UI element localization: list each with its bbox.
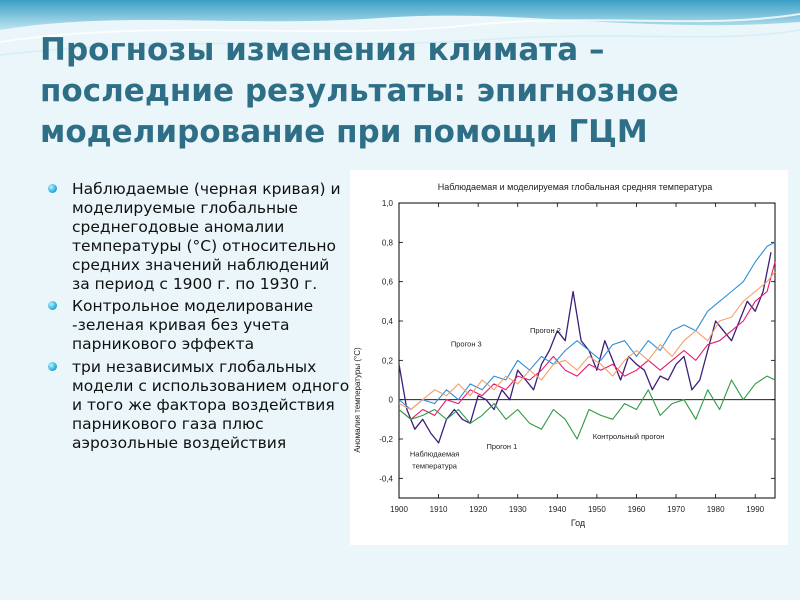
- series-line: [398, 241, 776, 411]
- y-tick-label: -0,4: [379, 474, 393, 483]
- chart-annotation: температура: [412, 462, 457, 471]
- y-tick-label: 0: [389, 396, 394, 405]
- x-tick-label: 1920: [469, 505, 487, 514]
- y-tick-label: 0,8: [382, 238, 394, 247]
- chart-annotation: Наблюдаемая: [410, 450, 460, 459]
- x-tick-label: 1930: [509, 505, 527, 514]
- y-tick-label: 0,4: [382, 317, 394, 326]
- bullet-dot-icon: [48, 184, 57, 193]
- x-tick-label: 1900: [390, 505, 408, 514]
- x-tick-label: 1960: [628, 505, 646, 514]
- y-axis-label: Аномалия температуры (°С): [353, 347, 362, 453]
- x-axis-label: Год: [571, 518, 586, 528]
- chart-annotation: Прогон 1: [486, 442, 517, 451]
- bullet-text: Контрольное моделирование -зеленая крива…: [72, 297, 314, 354]
- bullet-item: Наблюдаемые (черная кривая) и моделируем…: [48, 180, 352, 293]
- series-line: [398, 261, 776, 420]
- slide-title-line: моделирование при помощи ГЦМ: [40, 114, 648, 150]
- bullet-text: три независимых глобальных модели с испо…: [72, 358, 350, 452]
- temperature-chart: Наблюдаемая и моделируемая глобальная ср…: [353, 182, 776, 528]
- slide-title: Прогнозы изменения климата – последние р…: [40, 30, 780, 153]
- x-tick-label: 1980: [707, 505, 725, 514]
- y-tick-label: 1,0: [382, 199, 394, 208]
- plot-frame: [398, 202, 776, 499]
- bullet-list: Наблюдаемые (черная кривая) и моделируем…: [48, 180, 352, 457]
- bullet-item: три независимых глобальных модели с испо…: [48, 358, 352, 453]
- bullet-dot-icon: [48, 301, 57, 311]
- x-tick-label: 1990: [746, 505, 764, 514]
- chart-annotation: Прогон 2: [530, 326, 561, 335]
- x-tick-label: 1910: [430, 505, 448, 514]
- y-tick-label: -0,2: [379, 435, 393, 444]
- series-line: [398, 252, 772, 444]
- chart-annotation: Контрольный прогон: [593, 432, 665, 441]
- series-line: [398, 271, 776, 411]
- bullet-item: Контрольное моделирование -зеленая крива…: [48, 297, 352, 354]
- y-tick-label: 0,2: [382, 356, 394, 365]
- y-tick-label: 0,6: [382, 278, 394, 287]
- series-line: [398, 375, 776, 440]
- x-tick-label: 1940: [548, 505, 566, 514]
- slide-title-line: Прогнозы изменения климата –: [40, 32, 605, 68]
- chart-card: Наблюдаемая и моделируемая глобальная ср…: [350, 170, 788, 545]
- bullet-text: Наблюдаемые (черная кривая) и моделируем…: [72, 180, 341, 293]
- chart-title: Наблюдаемая и моделируемая глобальная ср…: [438, 182, 713, 192]
- x-tick-label: 1950: [588, 505, 606, 514]
- x-tick-label: 1970: [667, 505, 685, 514]
- bullet-dot-icon: [48, 362, 57, 372]
- chart-annotation: Прогон 3: [451, 340, 482, 349]
- header-wave-background: [0, 0, 800, 180]
- slide-title-line: последние результаты: эпигнозное: [40, 73, 679, 109]
